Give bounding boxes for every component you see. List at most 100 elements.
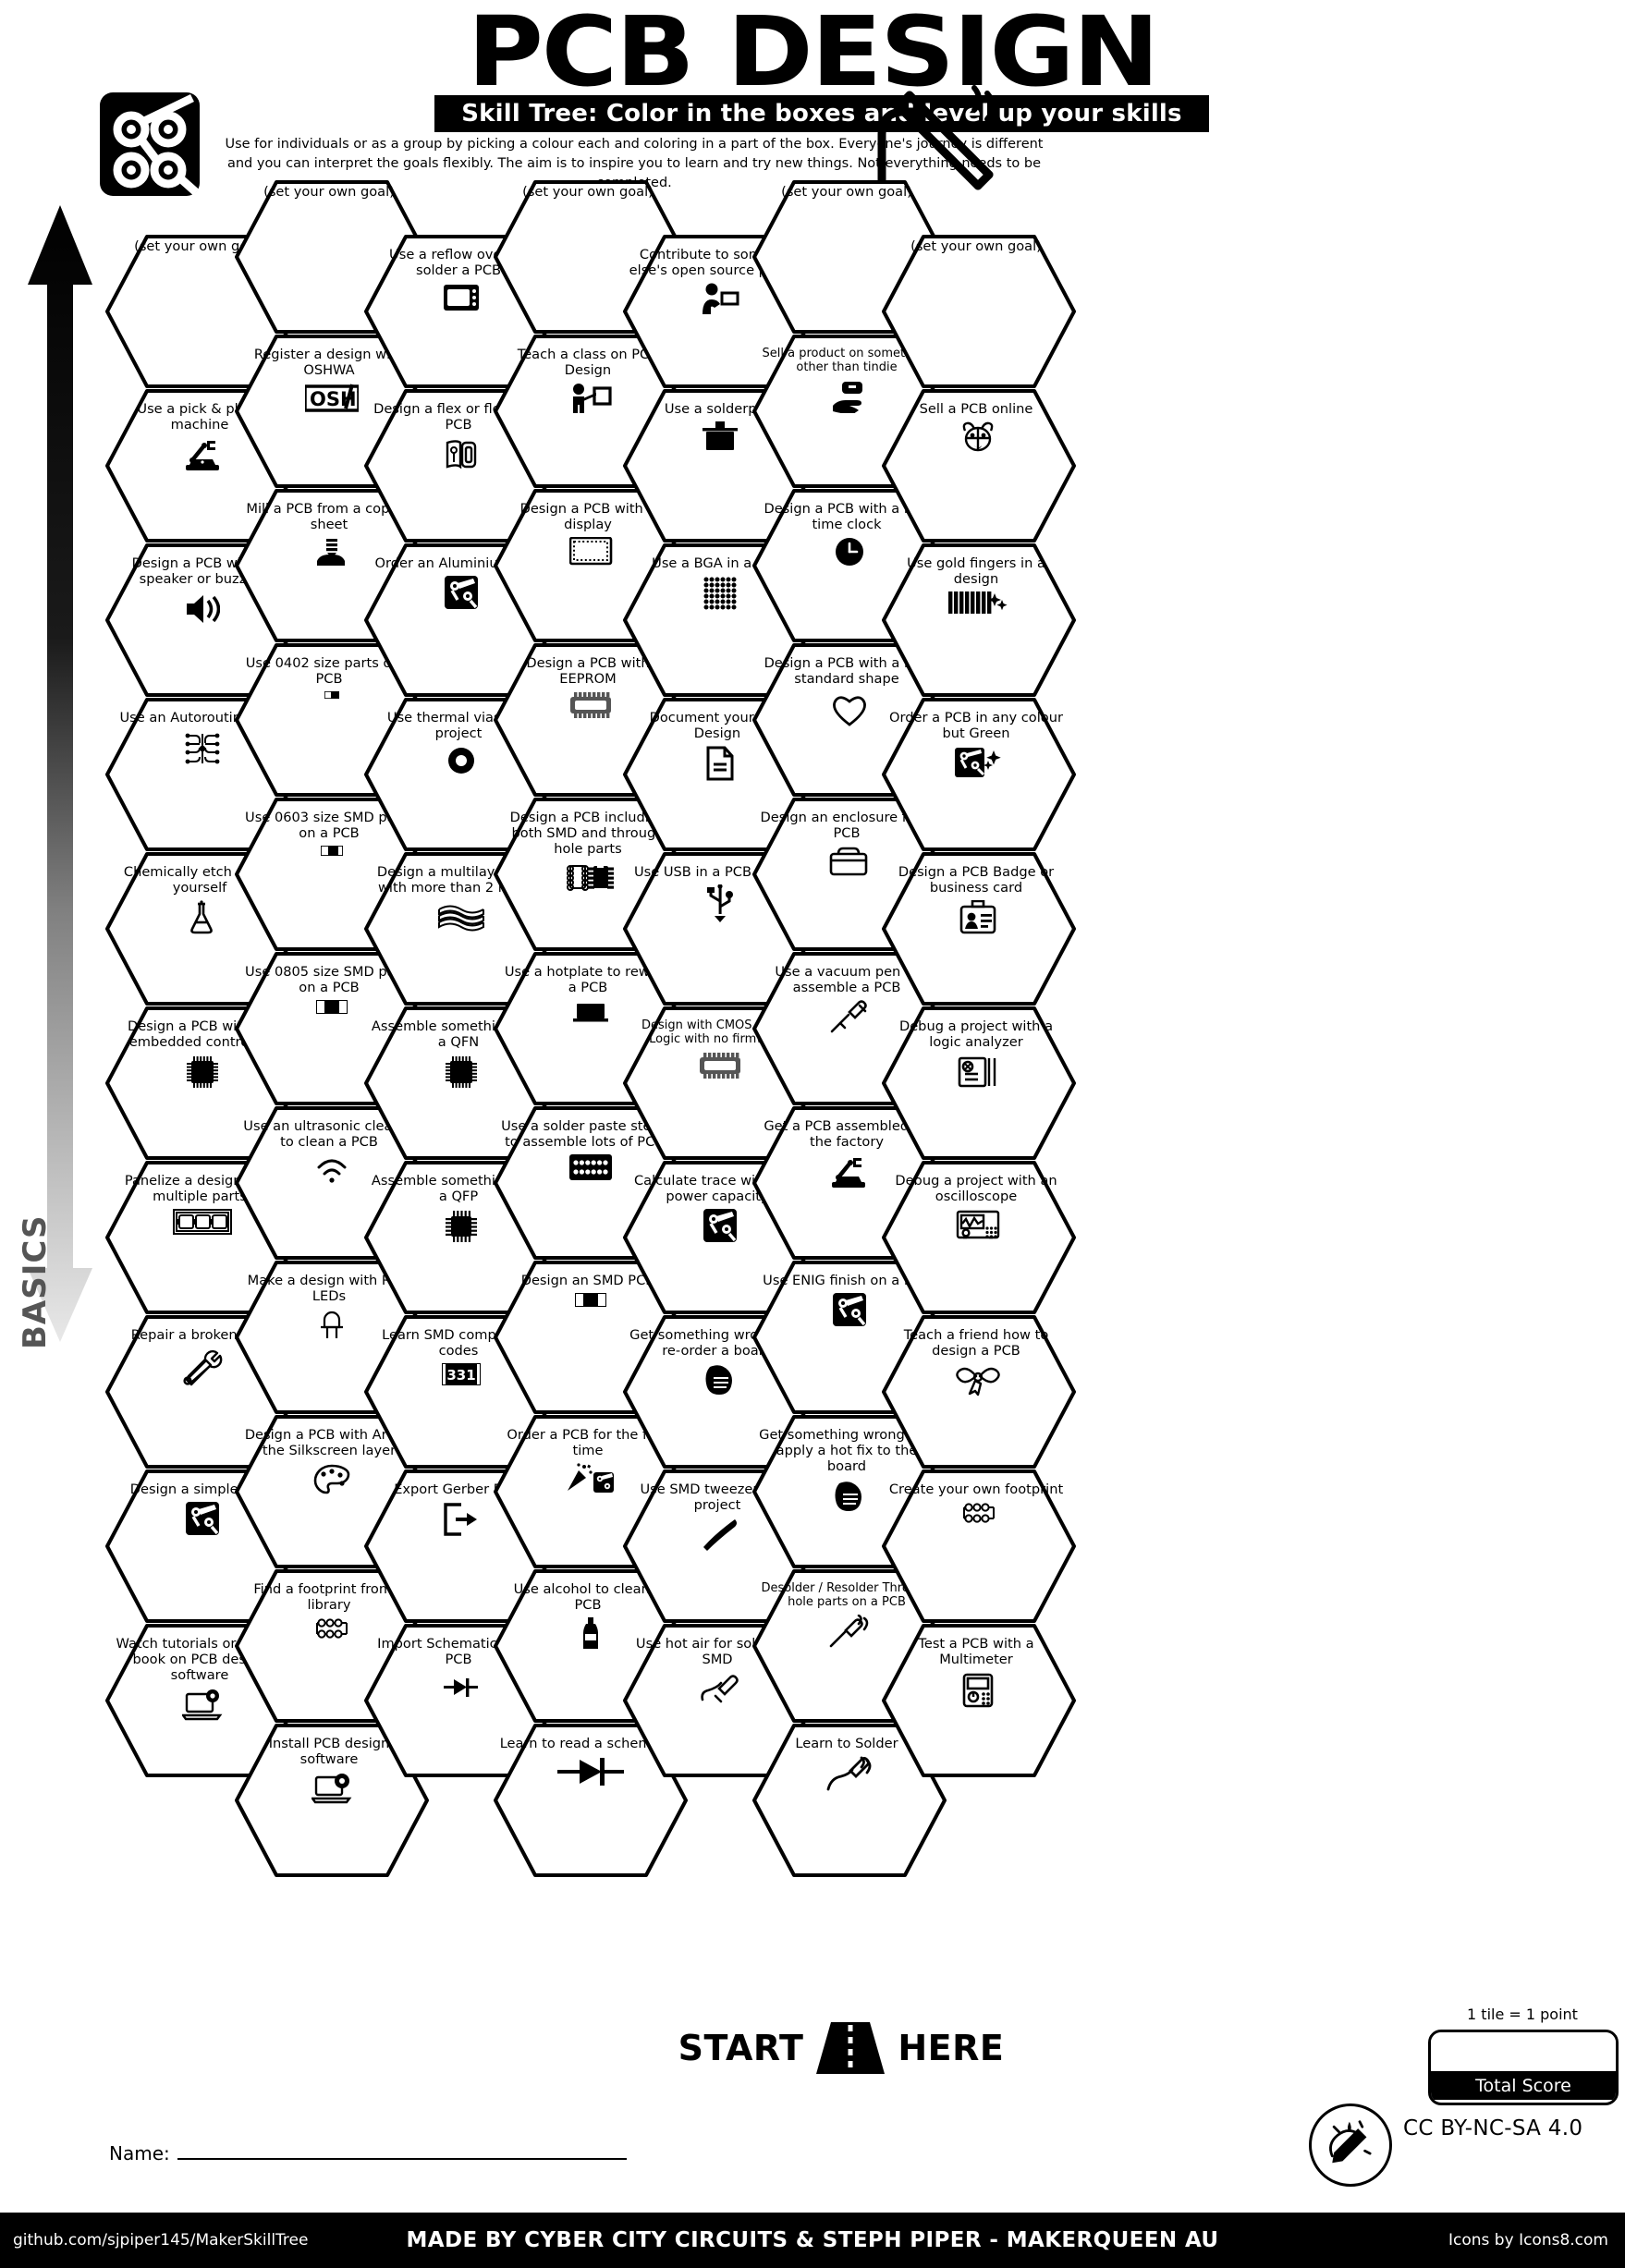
skill-tile-label: Use 0805 size SMD parts on a PCB bbox=[245, 964, 413, 996]
skill-tile-label: (set your own goal) bbox=[263, 184, 395, 200]
skill-tile-label: Create your own footprint bbox=[888, 1482, 1064, 1497]
skill-tile-label: Use thermal vias in a project bbox=[386, 710, 531, 742]
skill-tile[interactable]: Debug a project with an oscilloscope bbox=[881, 1160, 1077, 1315]
skill-tile[interactable]: Use gold fingers in a design bbox=[881, 543, 1077, 698]
total-score-label: Total Score bbox=[1431, 2071, 1616, 2100]
diode-icon bbox=[557, 1754, 624, 1847]
oven-icon bbox=[444, 281, 479, 373]
skill-tile[interactable]: Teach a friend how to design a PCB bbox=[881, 1314, 1077, 1469]
hotplate-icon bbox=[573, 998, 608, 1091]
skill-tile[interactable]: Debug a project with a logic analyzer bbox=[881, 1006, 1077, 1161]
diode-pcb-icon bbox=[444, 1670, 479, 1762]
basics-label: BASICS bbox=[17, 1214, 54, 1349]
hand-product-icon bbox=[831, 378, 868, 470]
footprint-icon bbox=[312, 1616, 352, 1708]
smd-th-icon bbox=[566, 860, 616, 943]
skill-tile-label: Use an ultrasonic cleaner to clean a PCB bbox=[243, 1118, 415, 1151]
skill-tile[interactable]: Install PCB design software bbox=[234, 1723, 430, 1878]
laptop-gear-icon bbox=[182, 1687, 223, 1769]
confetti-pcb-icon bbox=[566, 1461, 616, 1554]
skill-tile-label: Use a reflow oven to solder a PCB bbox=[389, 247, 528, 279]
skill-tile[interactable]: Learn to read a schematic bbox=[493, 1723, 689, 1878]
smd-0805-icon bbox=[575, 1291, 606, 1384]
skill-tile[interactable]: Test a PCB with a Multimeter bbox=[881, 1623, 1077, 1778]
tweezers-icon bbox=[702, 1516, 739, 1608]
skill-tile-label: Export Gerber Files bbox=[394, 1482, 523, 1497]
skill-tile-label: Use a vacuum pen to assemble a PCB bbox=[775, 964, 919, 996]
total-score-box[interactable]: Total Score bbox=[1428, 2030, 1619, 2105]
export-icon bbox=[443, 1500, 480, 1592]
skill-tile-label: Sell a PCB online bbox=[919, 401, 1033, 417]
soldering-iron-icon bbox=[860, 79, 1008, 199]
smd-0805-icon bbox=[316, 998, 348, 1091]
oshw-icon: OSHW bbox=[305, 381, 359, 473]
footer-github-link[interactable]: github.com/sjpiper145/MakerSkillTree bbox=[13, 2231, 309, 2250]
skill-tile[interactable]: Order a PCB in any colour but Green bbox=[881, 697, 1077, 852]
skill-tile-label: Repair a broken PCB bbox=[130, 1327, 269, 1343]
pcb-square-icon bbox=[703, 1207, 737, 1299]
bow-icon bbox=[956, 1361, 1002, 1454]
progress-arrow bbox=[28, 205, 92, 1342]
skill-tile-label: Make a design with RGB LEDs bbox=[247, 1273, 411, 1305]
subtitle-banner: Skill Tree: Color in the boxes and level… bbox=[434, 95, 1209, 132]
skill-tile-label: Teach a friend how to design a PCB bbox=[903, 1327, 1049, 1360]
usb-icon bbox=[702, 883, 739, 975]
skill-tile-label: Order a PCB in any colour but Green bbox=[889, 710, 1063, 742]
skill-tile[interactable]: Create your own footprint bbox=[881, 1469, 1077, 1624]
skill-tile-label: Desolder / Resolder Through hole parts o… bbox=[761, 1581, 933, 1610]
footprint-icon bbox=[959, 1500, 999, 1592]
logic-analyzer-icon bbox=[958, 1053, 1000, 1145]
skill-tile-label: Design a PCB with a display bbox=[519, 501, 656, 533]
pcb-square-icon bbox=[445, 574, 478, 666]
pcb-sparkle-icon bbox=[955, 744, 1003, 836]
mill-icon bbox=[314, 535, 349, 628]
skill-tile[interactable]: (set your own goal) bbox=[881, 234, 1077, 389]
multimeter-icon bbox=[961, 1670, 996, 1762]
led-icon bbox=[317, 1307, 347, 1399]
name-input-line[interactable] bbox=[177, 2145, 627, 2160]
subtitle-text: Skill Tree: Color in the boxes and level… bbox=[461, 100, 1182, 128]
skill-tile-label: Debug a project with an oscilloscope bbox=[895, 1173, 1057, 1205]
skill-tile-label: Get something wrong and apply a hot fix … bbox=[759, 1427, 935, 1475]
start-label: START bbox=[678, 2028, 804, 2068]
vacuum-pen-icon bbox=[829, 998, 870, 1091]
chip-qfn-icon bbox=[444, 1053, 479, 1145]
skill-tile[interactable]: Sell a PCB online bbox=[881, 388, 1077, 543]
footer-icons-credit[interactable]: Icons by Icons8.com bbox=[1448, 2231, 1608, 2250]
gold-fingers-icon bbox=[948, 590, 1009, 682]
autoroute-icon bbox=[184, 728, 221, 821]
pcb-square-icon bbox=[833, 1291, 866, 1384]
skill-tile-label: Use ENIG finish on a PCB bbox=[763, 1273, 931, 1288]
skill-tile-label: Get a PCB assembled by the factory bbox=[764, 1118, 930, 1151]
skill-tile[interactable]: Learn to Solder bbox=[751, 1723, 947, 1878]
skill-tile-label: Learn to Solder bbox=[795, 1736, 898, 1751]
skill-tile-label: Use a pick & place machine bbox=[137, 401, 263, 433]
skill-tile-label: Find a footprint from a library bbox=[253, 1581, 405, 1614]
footer-credit: MADE BY CYBER CITY CIRCUITS & STEPH PIPE… bbox=[406, 2228, 1219, 2252]
laptop-install-icon bbox=[312, 1770, 352, 1862]
display-icon bbox=[568, 535, 613, 628]
name-field[interactable]: Name: bbox=[109, 2142, 627, 2164]
palette-icon bbox=[313, 1461, 350, 1554]
skill-tile-label: Teach a class on PCB Design bbox=[517, 347, 659, 379]
resistor-331-icon: 331 bbox=[442, 1361, 481, 1454]
smd-0603-icon bbox=[321, 844, 343, 936]
skill-tile-label: Use a BGA in a PCB bbox=[652, 555, 783, 571]
chip-qfp-icon bbox=[444, 1207, 479, 1299]
document-icon bbox=[704, 744, 736, 836]
solder-iron-icon bbox=[826, 1754, 873, 1847]
total-score-value[interactable] bbox=[1431, 2032, 1616, 2071]
skill-tile-label: Design an enclosure for a PCB bbox=[760, 810, 934, 842]
skill-tile-label: Register a design with OSHWA bbox=[253, 347, 405, 379]
skill-tile[interactable]: Design a PCB Badge or business card bbox=[881, 851, 1077, 1006]
skill-tile[interactable]: Make a design with RGB LEDs bbox=[234, 1260, 430, 1415]
skill-tile-label: Install PCB design software bbox=[268, 1736, 390, 1768]
pcb-logo-icon bbox=[100, 92, 200, 196]
license-text: CC BY-NC-SA 4.0 bbox=[1403, 2116, 1583, 2140]
solderpot-icon bbox=[703, 420, 738, 512]
pcb-square-icon bbox=[186, 1500, 219, 1592]
badge-icon bbox=[959, 898, 998, 991]
dip-chip-icon bbox=[567, 689, 615, 782]
chip-qfn-icon bbox=[185, 1053, 220, 1145]
skill-tile-label: Use 0603 size SMD parts on a PCB bbox=[245, 810, 413, 842]
